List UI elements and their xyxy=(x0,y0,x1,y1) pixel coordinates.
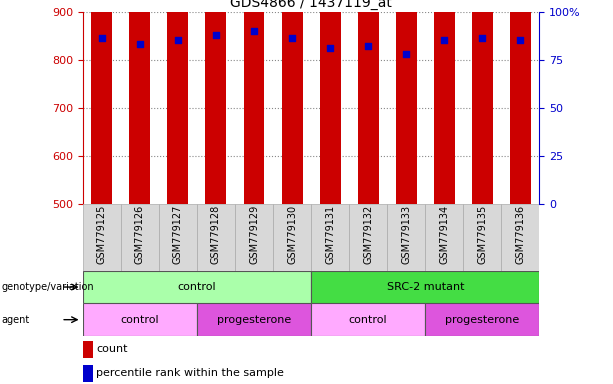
Bar xyxy=(463,204,501,271)
Bar xyxy=(510,0,531,204)
Text: GSM779125: GSM779125 xyxy=(97,205,107,264)
Point xyxy=(326,45,335,51)
Bar xyxy=(129,0,150,204)
Bar xyxy=(273,204,311,271)
Text: percentile rank within the sample: percentile rank within the sample xyxy=(96,368,284,378)
Bar xyxy=(311,303,425,336)
Text: GSM779130: GSM779130 xyxy=(287,205,297,264)
Bar xyxy=(121,204,159,271)
Point xyxy=(364,43,373,49)
Bar xyxy=(311,204,349,271)
Point xyxy=(478,35,487,41)
Bar xyxy=(349,204,387,271)
Bar xyxy=(205,0,226,204)
Bar xyxy=(501,204,539,271)
Bar xyxy=(281,0,303,204)
Bar xyxy=(91,0,112,204)
Text: GSM779129: GSM779129 xyxy=(249,205,259,264)
Bar xyxy=(434,0,455,204)
Bar xyxy=(387,204,425,271)
Point xyxy=(440,37,449,43)
Bar xyxy=(319,0,341,204)
Text: GSM779135: GSM779135 xyxy=(478,205,487,264)
Text: agent: agent xyxy=(1,314,29,325)
Text: count: count xyxy=(96,344,128,354)
Text: control: control xyxy=(349,314,387,325)
Point xyxy=(173,37,183,43)
Bar xyxy=(358,0,379,204)
Text: GSM779127: GSM779127 xyxy=(173,205,183,264)
Bar xyxy=(396,0,417,204)
Bar xyxy=(159,204,197,271)
Bar xyxy=(197,204,235,271)
Bar xyxy=(425,204,463,271)
Bar xyxy=(243,0,264,204)
Point xyxy=(402,51,411,57)
Point xyxy=(287,35,297,41)
Bar xyxy=(83,341,93,358)
Point xyxy=(249,28,259,34)
Bar xyxy=(197,303,311,336)
Text: GSM779128: GSM779128 xyxy=(211,205,221,264)
Title: GDS4866 / 1437119_at: GDS4866 / 1437119_at xyxy=(230,0,392,10)
Text: GSM779126: GSM779126 xyxy=(135,205,145,264)
Text: control: control xyxy=(178,282,216,292)
Text: progesterone: progesterone xyxy=(217,314,291,325)
Point xyxy=(211,31,221,38)
Bar xyxy=(83,204,121,271)
Bar xyxy=(472,0,493,204)
Bar xyxy=(425,303,539,336)
Point xyxy=(135,41,145,47)
Text: GSM779131: GSM779131 xyxy=(325,205,335,264)
Text: GSM779133: GSM779133 xyxy=(402,205,411,264)
Bar xyxy=(235,204,273,271)
Bar xyxy=(83,303,197,336)
Text: GSM779132: GSM779132 xyxy=(363,205,373,264)
Text: control: control xyxy=(121,314,159,325)
Text: genotype/variation: genotype/variation xyxy=(1,282,94,292)
Point xyxy=(516,37,525,43)
Bar xyxy=(311,271,539,303)
Text: GSM779136: GSM779136 xyxy=(516,205,525,264)
Bar xyxy=(83,365,93,382)
Text: GSM779134: GSM779134 xyxy=(440,205,449,264)
Bar xyxy=(167,0,188,204)
Point xyxy=(97,35,107,41)
Text: SRC-2 mutant: SRC-2 mutant xyxy=(387,282,464,292)
Text: progesterone: progesterone xyxy=(445,314,519,325)
Bar xyxy=(83,271,311,303)
